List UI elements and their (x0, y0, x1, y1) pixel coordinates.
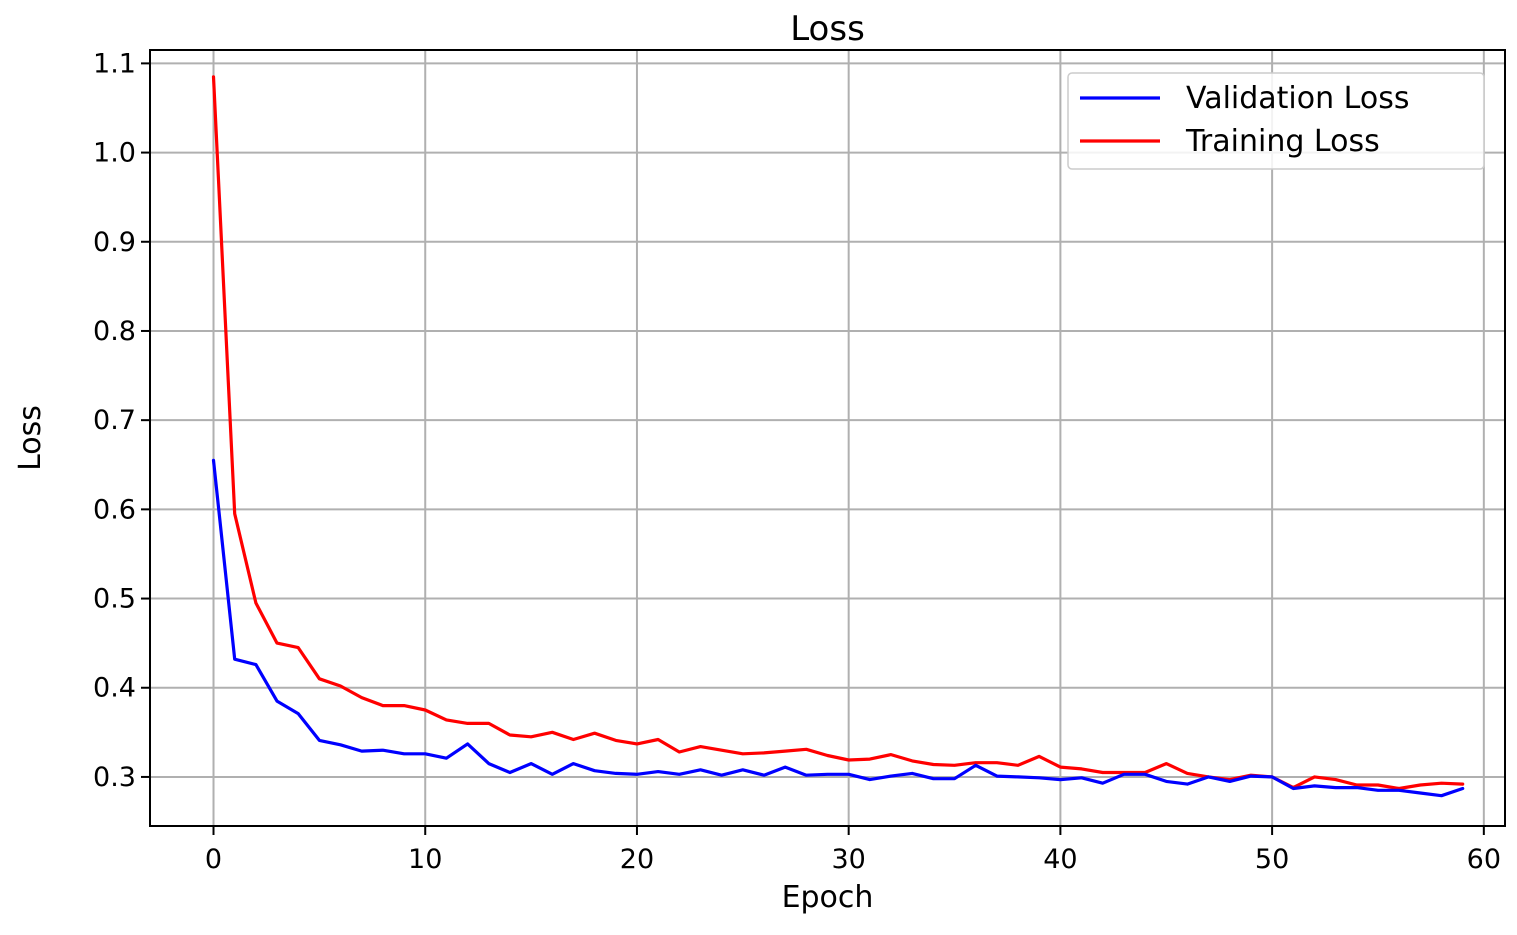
y-tick-label: 1.1 (93, 48, 136, 79)
x-tick-label: 20 (620, 844, 654, 875)
y-tick-label: 0.8 (93, 316, 136, 347)
y-axis-label: Loss (13, 405, 48, 471)
x-tick-label: 40 (1043, 844, 1077, 875)
y-tick-label: 0.5 (93, 584, 136, 615)
y-tick-label: 1.0 (93, 138, 136, 169)
chart-title: Loss (790, 9, 865, 49)
legend-label-training-loss: Training Loss (1185, 124, 1380, 159)
legend: Validation Loss Training Loss (1067, 72, 1485, 170)
x-tick-label: 10 (408, 844, 442, 875)
y-tick-label: 0.3 (93, 762, 136, 793)
x-tick-label: 60 (1467, 844, 1501, 875)
x-axis-label: Epoch (782, 880, 874, 915)
x-tick-label: 50 (1255, 844, 1289, 875)
axis-ticks: 0 10 20 30 40 50 60 0.3 0.4 0.5 0.6 0.7 0.8 0.9 1.0 1.1 (93, 48, 1501, 875)
x-tick-label: 30 (831, 844, 865, 875)
y-tick-label: 0.4 (93, 673, 136, 704)
plot-series (211, 75, 1465, 798)
y-tick-label: 0.9 (93, 227, 136, 258)
x-tick-label: 0 (205, 844, 222, 875)
plot-frame (149, 49, 1506, 827)
y-tick-label: 0.7 (93, 405, 136, 436)
legend-label-validation-loss: Validation Loss (1186, 81, 1409, 116)
y-tick-label: 0.6 (93, 494, 136, 525)
series-line-validation-loss (211, 458, 1465, 798)
series-line-training-loss (211, 75, 1465, 791)
legend-box (1067, 72, 1485, 170)
grid (150, 50, 1505, 826)
